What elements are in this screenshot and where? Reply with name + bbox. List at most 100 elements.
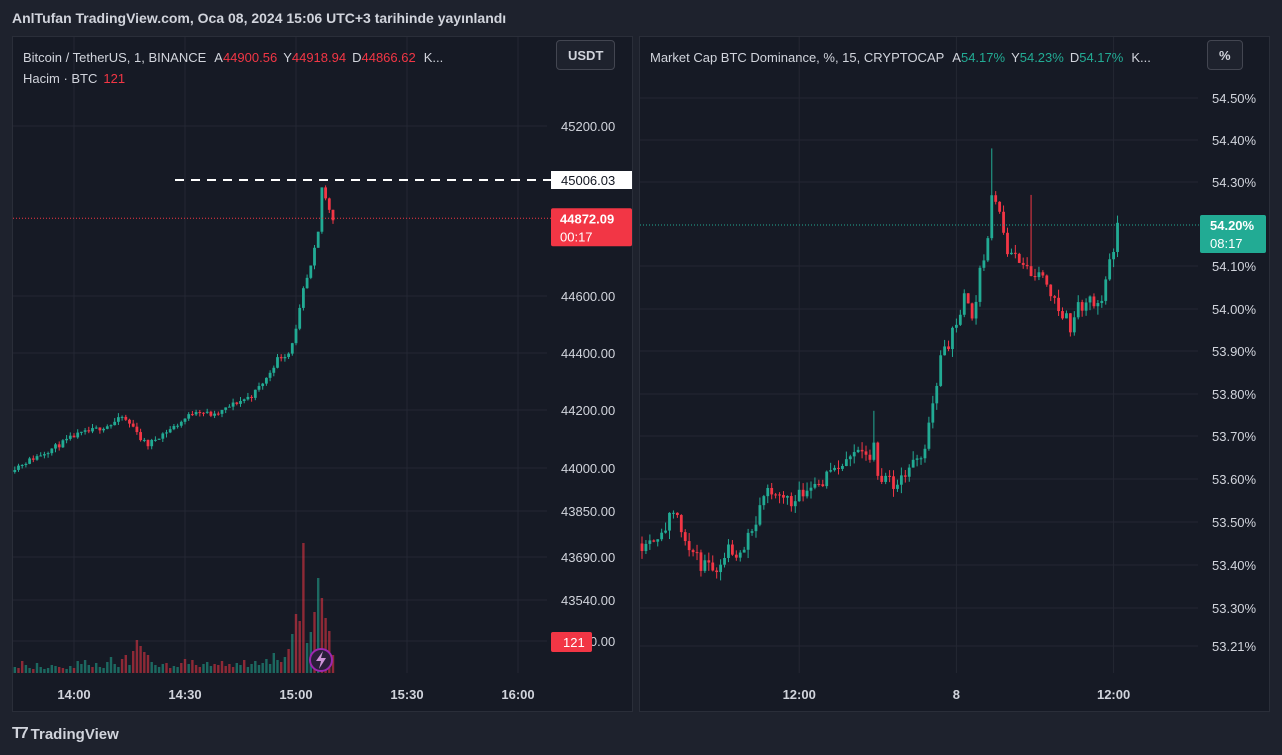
dominance-candle <box>711 562 715 571</box>
btc-volume-bar <box>235 663 238 673</box>
dominance-candle <box>884 475 888 482</box>
btc-candle <box>253 389 257 398</box>
btc-volume-bar <box>257 665 261 673</box>
dominance-candle <box>974 301 978 319</box>
btc-candle <box>72 435 76 438</box>
btc-volume-bar <box>183 659 187 673</box>
btc-volume-bar <box>91 667 94 673</box>
dominance-candle <box>778 494 781 496</box>
btc-last-price-box <box>551 208 632 247</box>
btc-candle <box>242 399 246 402</box>
btc-volume-bar <box>21 661 24 673</box>
dominance-candle <box>750 531 754 533</box>
dominance-y-tick-label: 53.70% <box>1212 429 1257 444</box>
btc-candle <box>187 414 191 419</box>
btc-volume-bar <box>309 632 312 673</box>
btc-volume-bar <box>83 660 87 673</box>
brand-footer[interactable]: T7 TradingView <box>12 722 119 746</box>
btc-candle <box>265 377 268 384</box>
dominance-candle <box>833 467 836 471</box>
btc-volume-bar <box>43 669 46 673</box>
btc-candle <box>142 439 146 441</box>
btc-candle <box>202 412 205 414</box>
btc-volume-bar <box>35 663 39 673</box>
btc-usdt-chart-panel[interactable]: 45200.00 44600.00 44400.00 44200.00 44000.00… <box>12 36 633 712</box>
dominance-candle <box>947 346 950 350</box>
btc-volume-bar <box>180 663 183 673</box>
dominance-candle <box>1049 284 1053 297</box>
dominance-candle <box>703 560 707 571</box>
dominance-candle <box>939 355 943 386</box>
dominance-candle <box>786 496 789 498</box>
btc-volume-bar <box>228 664 231 673</box>
dominance-candle <box>675 512 679 516</box>
btc-candle <box>205 411 209 413</box>
dominance-candle <box>762 496 766 506</box>
btc-dominance-chart[interactable]: 54.50% 54.40% 54.30% 54.10% 54.00% 53.90% 53.8… <box>640 37 1270 712</box>
btc-candle <box>13 469 17 473</box>
btc-candle <box>61 440 65 448</box>
brand-name: TradingView <box>30 725 119 743</box>
btc-candle <box>183 418 187 422</box>
btc-volume-bar <box>217 665 220 673</box>
btc-y-tick-label: 44600.00 <box>561 289 615 304</box>
btc-volume-bar <box>117 667 120 673</box>
btc-volume-bar <box>161 664 164 673</box>
dominance-symbol[interactable]: Market Cap BTC Dominance, %, 15, CRYPTOC… <box>650 50 945 65</box>
btc-volume-bar <box>17 668 20 673</box>
btc-volume-bar <box>176 667 179 673</box>
dominance-candle <box>774 494 778 496</box>
dominance-candle <box>660 532 664 540</box>
btc-volume-bar <box>172 666 176 673</box>
btc-volume-label[interactable]: Hacim · BTC <box>23 71 98 86</box>
btc-volume-bar <box>58 667 61 673</box>
dominance-last-price-box <box>1200 215 1266 253</box>
btc-candle <box>324 187 327 199</box>
btc-x-tick-label: 15:00 <box>279 687 312 702</box>
dominance-candle <box>970 303 974 319</box>
btc-candle <box>105 426 109 429</box>
btc-candle <box>228 406 231 408</box>
dominance-candle <box>1010 252 1013 255</box>
btc-volume-bar <box>191 660 194 673</box>
btc-volume-bar <box>124 655 127 673</box>
dominance-currency-button[interactable]: % <box>1207 40 1243 70</box>
dominance-candle <box>1053 296 1057 298</box>
btc-volume-bar <box>143 652 146 673</box>
btc-usdt-chart[interactable]: 45200.00 44600.00 44400.00 44200.00 44000.00… <box>13 37 633 712</box>
btc-candle <box>154 439 157 441</box>
dominance-candle <box>746 532 750 550</box>
dominance-candle <box>856 449 860 453</box>
btc-volume-bar <box>80 664 83 673</box>
btc-volume-bar <box>139 646 142 673</box>
dominance-candle <box>951 327 954 350</box>
dominance-legend: Market Cap BTC Dominance, %, 15, CRYPTOC… <box>650 47 1151 68</box>
dominance-candle <box>978 267 982 302</box>
btc-candle <box>327 198 331 210</box>
dominance-candle <box>998 201 1002 212</box>
btc-candle <box>179 421 183 426</box>
dominance-candle <box>927 422 931 449</box>
btc-volume-bar <box>298 621 301 673</box>
btc-y-tick-label: 45200.00 <box>561 119 615 134</box>
btc-y-tick-label: 43850.00 <box>561 504 615 519</box>
dominance-candle <box>1096 303 1100 307</box>
dominance-candle <box>1033 276 1037 278</box>
dominance-candle <box>742 549 746 553</box>
btc-symbol[interactable]: Bitcoin / TetherUS, 1, BINANCE <box>23 50 207 65</box>
btc-candle <box>257 386 261 390</box>
btc-volume-bar <box>102 668 105 673</box>
btc-open-label: A <box>214 50 223 65</box>
btc-dominance-chart-panel[interactable]: 54.50% 54.40% 54.30% 54.10% 54.00% 53.90% 53.8… <box>639 36 1270 712</box>
btc-candle <box>309 265 313 278</box>
dominance-open-value: 54.17% <box>960 50 1006 65</box>
btc-volume-bar <box>305 643 309 673</box>
btc-volume-bar <box>13 667 16 673</box>
dominance-candle <box>1088 296 1092 303</box>
btc-legend-price-row: Bitcoin / TetherUS, 1, BINANCE A 44900.56… <box>23 47 443 68</box>
dominance-y-tick-label: 53.50% <box>1212 515 1257 530</box>
btc-candle <box>246 396 250 400</box>
dominance-candle <box>872 442 876 460</box>
btc-currency-button[interactable]: USDT <box>556 40 616 70</box>
btc-volume-bar <box>287 649 290 673</box>
